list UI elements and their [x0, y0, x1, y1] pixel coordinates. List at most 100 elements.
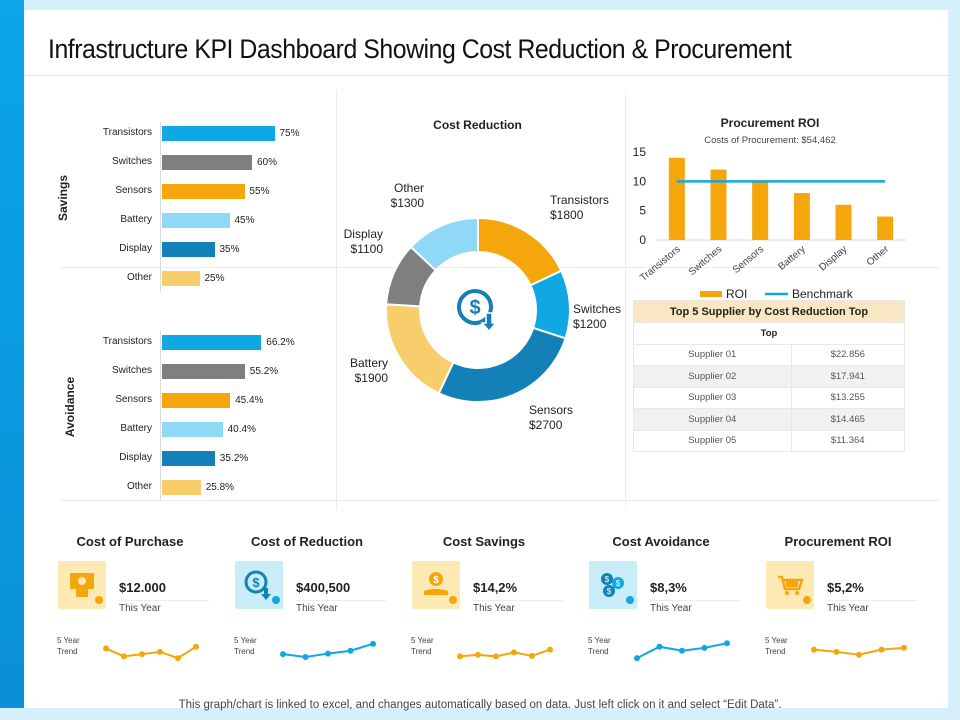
trend-label: 5 Year Trend — [411, 635, 434, 657]
table-row: Supplier 02 $17.941 — [633, 365, 905, 388]
svg-text:$: $ — [616, 579, 621, 588]
trend-point — [475, 651, 481, 658]
kpi-divider — [296, 600, 386, 601]
trend-point — [679, 647, 685, 654]
trend-point — [103, 645, 109, 652]
savings-category-label: Battery — [120, 214, 152, 225]
donut-category: Display — [343, 227, 383, 241]
trend-label: 5 Year Trend — [588, 635, 611, 657]
roi-category-label: Transistors — [638, 244, 683, 284]
trend-sparkline — [280, 640, 376, 660]
trend-point — [280, 651, 286, 658]
trend-point — [347, 647, 354, 654]
bottom-band — [0, 708, 960, 720]
trend-point — [139, 651, 145, 658]
trend-label-line2: Trend — [411, 647, 432, 656]
footer-note: This graph/chart is linked to excel, and… — [178, 699, 782, 711]
kpi-period: This Year — [119, 603, 161, 614]
avoidance-axis-line — [160, 331, 161, 501]
avoidance-value-label: 40.4% — [227, 424, 256, 435]
trend-sparkline — [457, 646, 553, 660]
kpi-period: This Year — [473, 603, 515, 614]
savings-category-label: Transistors — [102, 127, 152, 138]
trend-point — [529, 652, 535, 659]
supplier-table-header: Top — [633, 322, 905, 345]
trend-label: 5 Year Trend — [765, 635, 788, 657]
savings-bar — [162, 271, 200, 286]
kpi-divider — [650, 600, 740, 601]
trend-point — [811, 646, 817, 653]
kpi-value: $12.000 — [119, 580, 166, 595]
donut-category: Battery — [349, 356, 388, 370]
roi-y-tick: 15 — [633, 145, 647, 159]
kpi-value: $8,3% — [650, 580, 687, 595]
donut-slice — [385, 303, 455, 395]
trend-point — [547, 646, 553, 653]
trend-point — [193, 643, 199, 650]
donut-value: $2700 — [529, 418, 563, 432]
roi-bar — [752, 181, 769, 240]
trend-label: 5 Year Trend — [234, 635, 257, 657]
trend-label-line2: Trend — [234, 647, 255, 656]
avoidance-bar — [162, 335, 262, 350]
trend-point — [511, 649, 517, 656]
avoidance-bar — [162, 480, 201, 495]
roi-category-label: Switches — [687, 244, 725, 278]
donut-category: Switches — [573, 302, 622, 316]
savings-value-label: 45% — [234, 215, 255, 226]
trend-point — [833, 648, 840, 655]
avoidance-bar — [162, 364, 245, 379]
avoidance-category-label: Switches — [111, 365, 152, 376]
roi-category-label: Display — [817, 244, 849, 274]
donut-category: Transistors — [550, 193, 609, 207]
supplier-name: Supplier 03 — [633, 386, 792, 409]
kpi-value: $5,2% — [827, 580, 864, 595]
trend-label-line1: 5 Year — [765, 636, 788, 645]
divider-v1 — [336, 90, 337, 510]
trend-point — [878, 646, 885, 653]
trend-line — [459, 648, 551, 658]
savings-axis-title: Savings — [56, 174, 71, 222]
donut-label: Display $1100 — [344, 227, 383, 257]
avoidance-category-label: Other — [126, 481, 152, 492]
kpi-title: Cost of Reduction — [251, 534, 363, 549]
donut-category: Sensors — [529, 403, 574, 417]
kpi-value: $400,500 — [296, 580, 351, 595]
kpi-period: This Year — [296, 603, 338, 614]
kpi-title: Cost of Purchase — [76, 534, 184, 549]
kpi-title: Cost Savings — [442, 534, 526, 549]
donut-value: $1300 — [390, 196, 424, 210]
roi-bar — [793, 193, 810, 240]
avoidance-category-label: Sensors — [115, 394, 152, 405]
roi-bar — [710, 169, 727, 240]
dollar-down-icon: $ — [235, 561, 283, 609]
kpi-divider — [827, 600, 917, 601]
roi-category-label: Other — [865, 243, 892, 268]
money-icon — [58, 561, 106, 609]
trend-point — [493, 653, 499, 660]
avoidance-bar — [162, 451, 215, 466]
page-title: Infrastructure KPI Dashboard Showing Cos… — [48, 34, 792, 64]
kpi-period: This Year — [827, 603, 869, 614]
table-row: Supplier 04 $14.465 — [633, 408, 905, 431]
procurement-roi-chart: 0 5 10 15 Transistors Switches Sensors Battery D… — [633, 145, 906, 301]
trend-label-line1: 5 Year — [234, 636, 257, 645]
supplier-name: Supplier 05 — [633, 429, 792, 452]
donut-slice — [477, 216, 563, 287]
coins-icon: $ $ $ — [589, 561, 637, 609]
hand-coin-icon: $ — [412, 561, 460, 609]
avoidance-axis-title: Avoidance — [63, 376, 78, 438]
trend-point — [157, 648, 163, 655]
supplier-table: Top 5 Supplier by Cost Reduction Top Top… — [633, 300, 905, 452]
avoidance-value-label: 35.2% — [219, 453, 249, 464]
left-accent-band — [0, 0, 24, 720]
donut-slice — [409, 216, 479, 272]
trend-point — [701, 644, 708, 651]
trend-sparkline — [103, 643, 199, 662]
trend-label-line1: 5 Year — [588, 636, 611, 645]
kpi-title: Procurement ROI — [784, 534, 892, 549]
avoidance-bar — [162, 393, 231, 408]
donut-slice — [437, 326, 567, 403]
savings-value-label: 55% — [249, 186, 270, 197]
savings-bar — [162, 242, 215, 257]
